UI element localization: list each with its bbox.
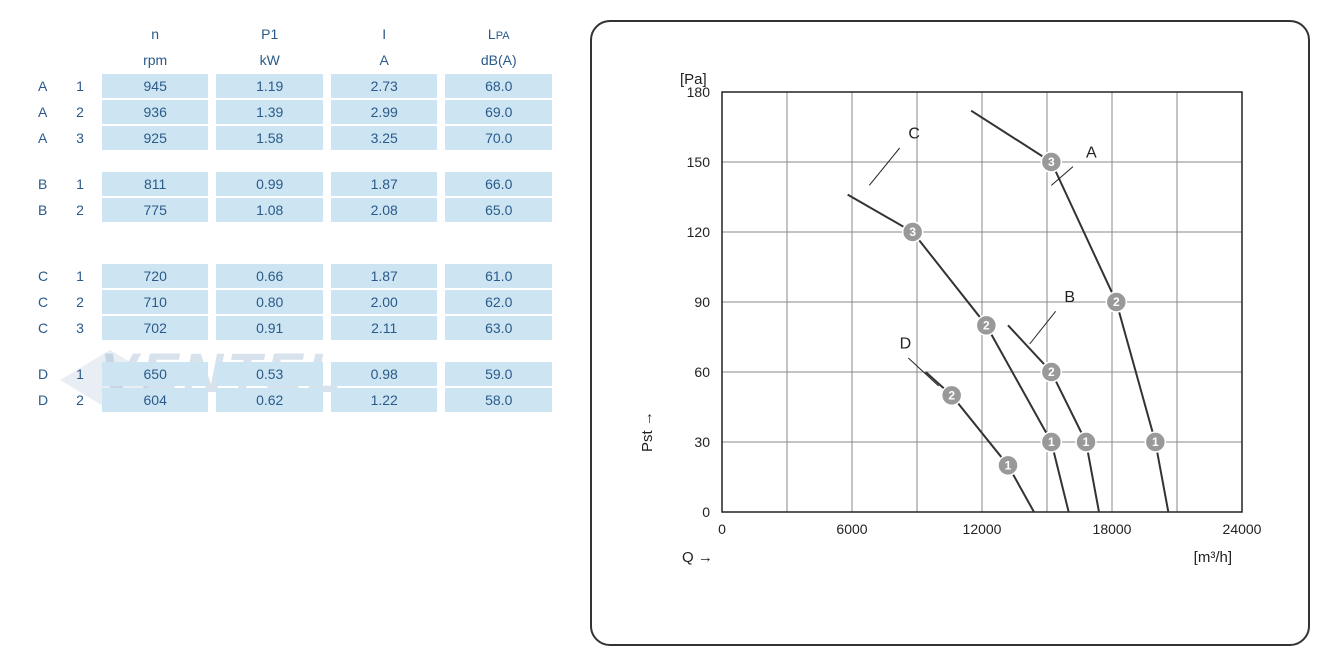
svg-text:6000: 6000 (836, 521, 867, 537)
svg-text:[m³/h]: [m³/h] (1194, 549, 1232, 566)
col-header-i: I (331, 22, 438, 46)
svg-text:2: 2 (1048, 365, 1055, 379)
svg-text:90: 90 (694, 294, 710, 310)
fan-curve-chart: 060001200018000240000306090120150180[Pa]… (622, 52, 1282, 612)
table-row: B18110.991.8766.0 (28, 172, 552, 196)
svg-text:[Pa]: [Pa] (680, 71, 707, 88)
svg-text:12000: 12000 (963, 521, 1002, 537)
col-header-lpa: LPA (445, 22, 552, 46)
performance-table: n P1 I LPA rpm kW A dB(A) A19451.192.736… (20, 20, 560, 414)
svg-text:60: 60 (694, 364, 710, 380)
data-table-panel: VENTEL n P1 I LPA rpm kW A dB(A) A19451.… (20, 20, 560, 646)
svg-text:3: 3 (1048, 155, 1055, 169)
table-row: D26040.621.2258.0 (28, 388, 552, 412)
curve-B (1008, 325, 1099, 512)
svg-text:1: 1 (1152, 435, 1159, 449)
svg-text:0: 0 (702, 504, 710, 520)
table-row: A39251.583.2570.0 (28, 126, 552, 150)
col-header-p1: P1 (216, 22, 323, 46)
svg-text:24000: 24000 (1223, 521, 1262, 537)
table-row: A29361.392.9969.0 (28, 100, 552, 124)
svg-text:0: 0 (718, 521, 726, 537)
chart-panel: 060001200018000240000306090120150180[Pa]… (590, 20, 1310, 646)
curve-label-B: B (1064, 289, 1075, 306)
table-row: C17200.661.8761.0 (28, 264, 552, 288)
svg-text:18000: 18000 (1093, 521, 1132, 537)
table-row: D16500.530.9859.0 (28, 362, 552, 386)
svg-text:150: 150 (687, 154, 711, 170)
table-row: C37020.912.1163.0 (28, 316, 552, 340)
table-row: A19451.192.7368.0 (28, 74, 552, 98)
col-unit-p1: kW (216, 48, 323, 72)
svg-text:Pst →: Pst → (639, 411, 656, 452)
curve-label-C: C (908, 126, 920, 143)
curve-label-D: D (900, 336, 912, 353)
svg-text:2: 2 (1113, 295, 1120, 309)
svg-text:2: 2 (983, 318, 990, 332)
col-unit-n: rpm (102, 48, 209, 72)
table-row: C27100.802.0062.0 (28, 290, 552, 314)
svg-text:3: 3 (909, 225, 916, 239)
col-unit-i: A (331, 48, 438, 72)
svg-text:2: 2 (948, 388, 955, 402)
svg-text:1: 1 (1005, 458, 1012, 472)
curve-C (848, 195, 1069, 512)
table-row: B27751.082.0865.0 (28, 198, 552, 222)
svg-text:120: 120 (687, 224, 711, 240)
svg-text:30: 30 (694, 434, 710, 450)
svg-text:Q →: Q → (682, 549, 713, 566)
col-unit-lpa: dB(A) (445, 48, 552, 72)
svg-text:1: 1 (1048, 435, 1055, 449)
curve-A (971, 111, 1168, 512)
curve-label-A: A (1086, 144, 1097, 161)
svg-text:1: 1 (1083, 435, 1090, 449)
col-header-n: n (102, 22, 209, 46)
